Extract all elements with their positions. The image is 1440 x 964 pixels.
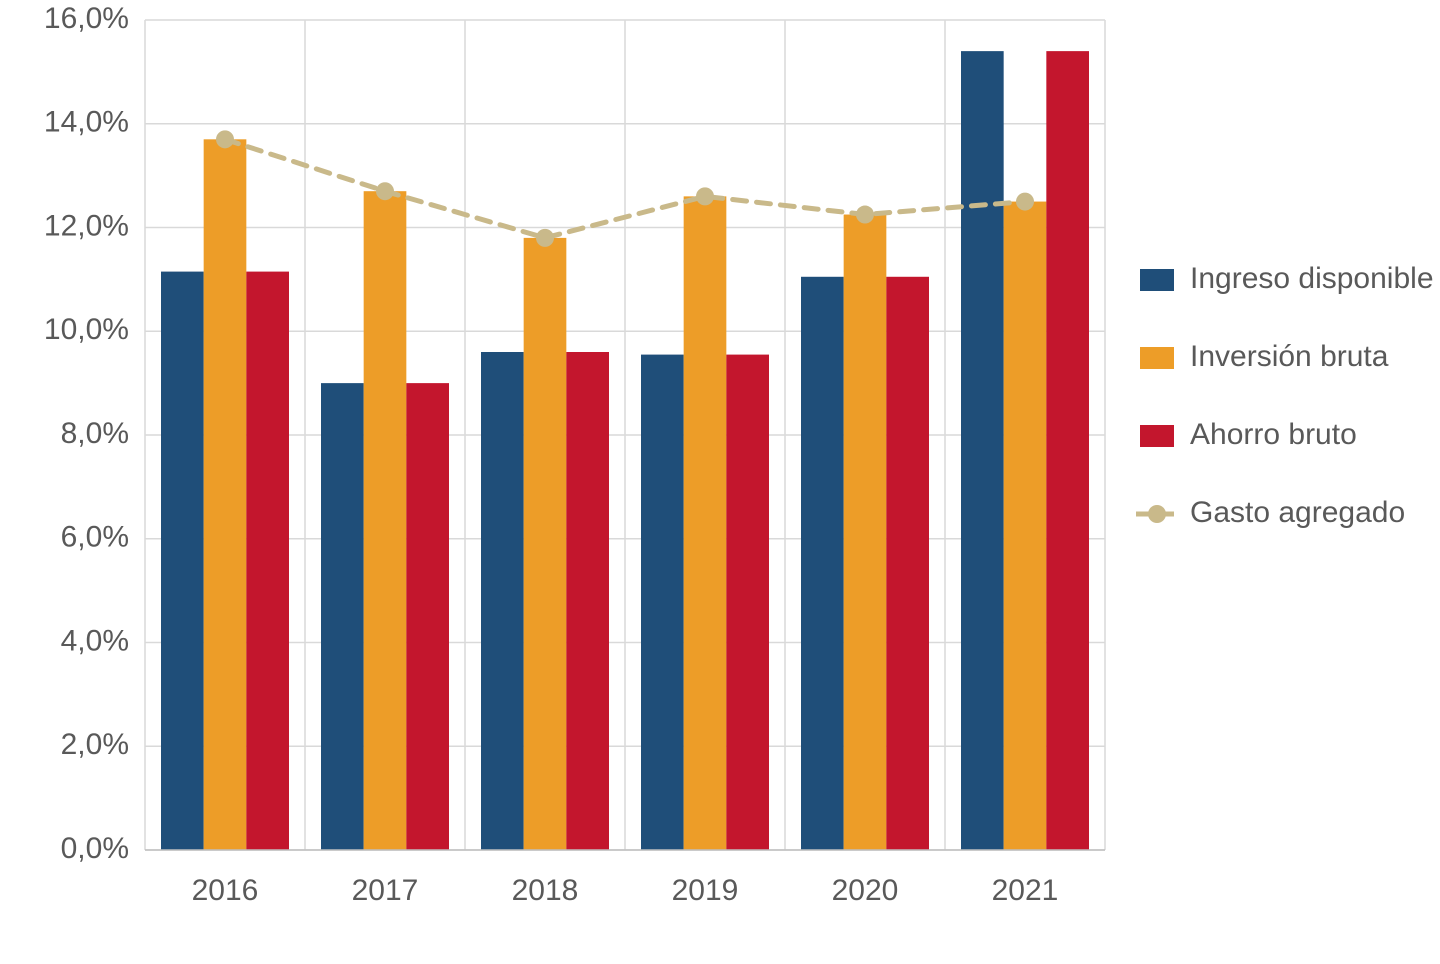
x-tick-label: 2019 [672, 874, 739, 907]
bar-ingreso_disponible [481, 352, 524, 850]
marker-gasto_agregado [216, 130, 234, 148]
bar-ingreso_disponible [321, 383, 364, 850]
bar-ahorro_bruto [1046, 51, 1089, 850]
marker-gasto_agregado [696, 187, 714, 205]
legend-label: Gasto agregado [1190, 496, 1405, 529]
bar-ahorro_bruto [406, 383, 449, 850]
y-tick-label: 12,0% [44, 209, 129, 242]
legend-label: Ahorro bruto [1190, 418, 1357, 451]
legend-label: Inversión bruta [1190, 340, 1389, 373]
x-tick-label: 2018 [512, 874, 579, 907]
y-tick-label: 4,0% [61, 624, 129, 657]
y-tick-label: 6,0% [61, 521, 129, 554]
marker-gasto_agregado [536, 229, 554, 247]
marker-gasto_agregado [376, 182, 394, 200]
bar-inversion_bruta [364, 191, 407, 850]
legend-swatch [1140, 347, 1174, 369]
x-tick-label: 2016 [192, 874, 259, 907]
legend-swatch [1140, 425, 1174, 447]
y-tick-label: 10,0% [44, 313, 129, 346]
legend-marker-icon [1148, 505, 1166, 523]
y-tick-label: 2,0% [61, 728, 129, 761]
grouped-bar-line-chart: 0,0% 2,0% 4,0% 6,0% 8,0% 10,0% 12,0% 14,0% 16,0%… [0, 0, 1440, 964]
legend-swatch [1140, 269, 1174, 291]
bar-ahorro_bruto [246, 272, 289, 850]
x-tick-label: 2021 [992, 874, 1059, 907]
marker-gasto_agregado [1016, 193, 1034, 211]
bar-inversion_bruta [844, 215, 887, 850]
bar-inversion_bruta [524, 238, 567, 850]
bar-ingreso_disponible [961, 51, 1004, 850]
bar-ingreso_disponible [641, 355, 684, 850]
y-tick-label: 0,0% [61, 832, 129, 865]
bar-ahorro_bruto [726, 355, 769, 850]
bar-inversion_bruta [204, 139, 247, 850]
bar-ingreso_disponible [161, 272, 204, 850]
marker-gasto_agregado [856, 206, 874, 224]
legend: Ingreso disponible Inversión bruta Ahorro … [1136, 262, 1434, 529]
y-tick-label: 8,0% [61, 417, 129, 450]
bar-ingreso_disponible [801, 277, 844, 850]
y-tick-label: 16,0% [44, 2, 129, 35]
legend-label: Ingreso disponible [1190, 262, 1434, 295]
x-tick-label: 2017 [352, 874, 419, 907]
bar-ahorro_bruto [566, 352, 609, 850]
y-tick-label: 14,0% [44, 106, 129, 139]
bar-ahorro_bruto [886, 277, 929, 850]
x-tick-label: 2020 [832, 874, 899, 907]
bar-inversion_bruta [684, 196, 727, 850]
bar-inversion_bruta [1004, 202, 1047, 850]
